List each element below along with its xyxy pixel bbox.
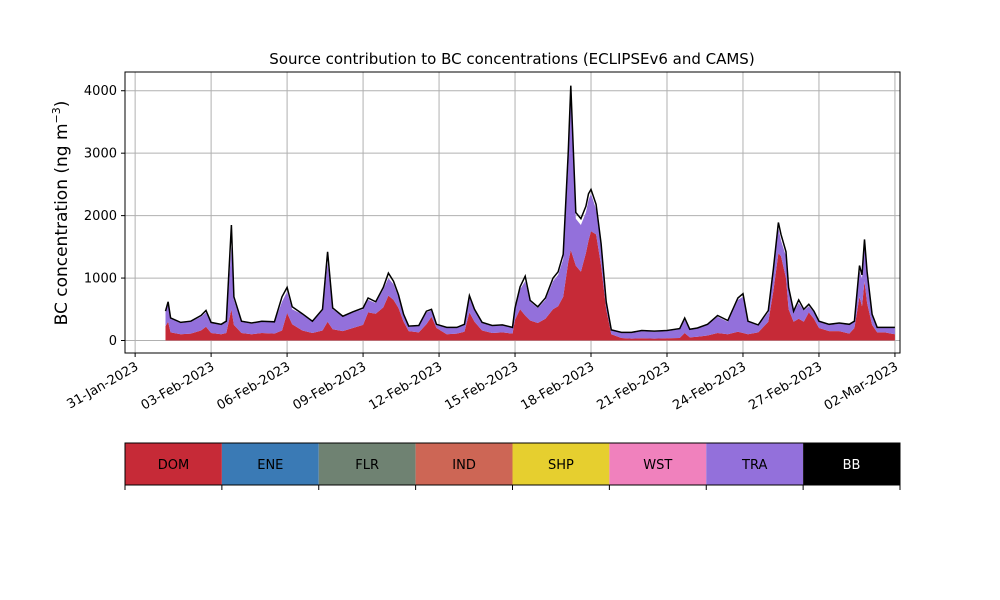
- y-tick-label: 2000: [84, 209, 117, 224]
- legend-label-flr: FLR: [355, 458, 379, 473]
- legend-swatch-dom: [125, 443, 222, 485]
- x-tick-label: 12-Feb-2023: [367, 359, 446, 413]
- area-tra: [165, 97, 895, 339]
- legend-label-dom: DOM: [158, 458, 189, 473]
- x-tick-label: 02-Mar-2023: [822, 359, 901, 413]
- legend-swatch-ind: [415, 443, 513, 485]
- x-tick-label: 21-Feb-2023: [594, 359, 673, 413]
- total-line: [164, 85, 895, 334]
- legend-swatch-shp: [512, 443, 610, 485]
- legend-swatch-bb: [803, 443, 900, 485]
- y-tick-label: 3000: [84, 147, 117, 162]
- legend-label-bb: BB: [843, 458, 861, 473]
- legend-label-ind: IND: [452, 458, 476, 473]
- legend-swatch-flr: [318, 443, 416, 485]
- x-tick-label: 03-Feb-2023: [139, 359, 218, 413]
- y-tick-label: 0: [109, 334, 117, 349]
- area-dom: [165, 231, 895, 341]
- legend-swatch-ene: [221, 443, 319, 485]
- legend-swatch-wst: [609, 443, 707, 485]
- y-tick-label: 1000: [84, 272, 117, 287]
- legend-label-ene: ENE: [257, 458, 283, 473]
- x-tick-label: 18-Feb-2023: [518, 359, 597, 413]
- legend-frame: [124, 442, 901, 486]
- x-tick-label: 09-Feb-2023: [291, 359, 370, 413]
- legend-label-wst: WST: [643, 458, 672, 473]
- y-axis-label: BC concentration (ng m−3): [50, 101, 72, 326]
- y-tick-label: 4000: [84, 84, 117, 99]
- x-tick-label: 27-Feb-2023: [746, 359, 825, 413]
- plot-frame: [124, 71, 901, 354]
- x-tick-label: 24-Feb-2023: [670, 359, 749, 413]
- x-tick-label: 31-Jan-2023: [65, 359, 142, 412]
- x-tick-label: 15-Feb-2023: [442, 359, 521, 413]
- x-tick-label: 06-Feb-2023: [215, 359, 294, 413]
- legend-swatch-tra: [706, 443, 804, 485]
- legend-label-shp: SHP: [548, 458, 574, 473]
- legend-label-tra: TRA: [741, 458, 767, 473]
- chart-title: Source contribution to BC concentrations…: [269, 50, 754, 68]
